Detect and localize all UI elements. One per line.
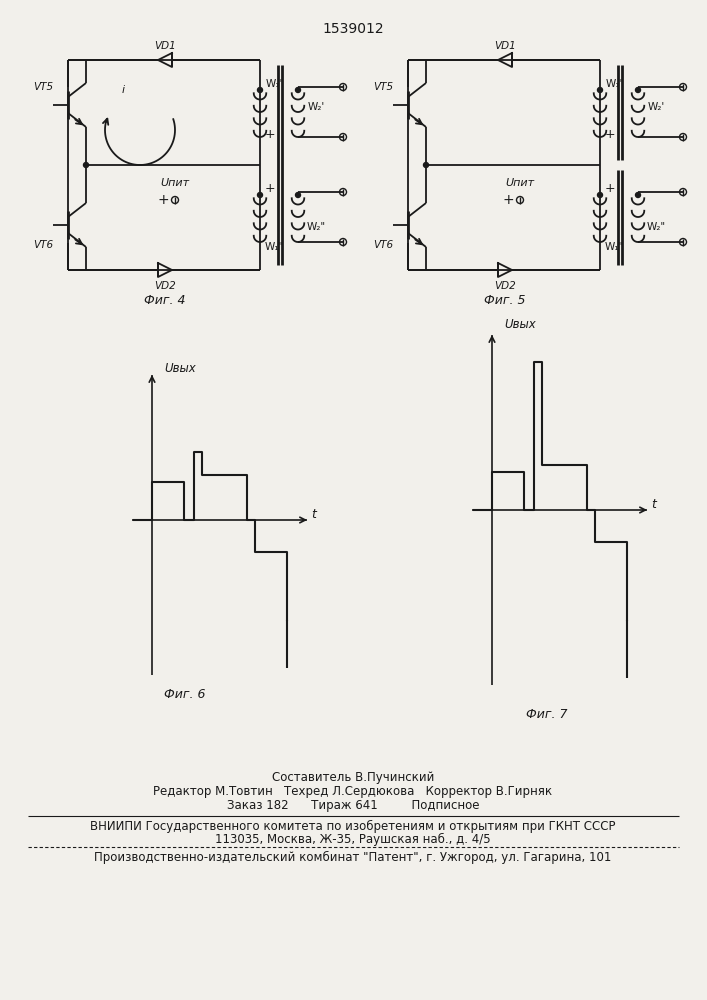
Text: W₁": W₁" bbox=[264, 242, 284, 252]
Text: VT6: VT6 bbox=[373, 240, 393, 250]
Text: Фиг. 4: Фиг. 4 bbox=[144, 294, 186, 306]
Text: W₁": W₁" bbox=[604, 242, 624, 252]
Circle shape bbox=[296, 192, 300, 198]
Text: +: + bbox=[604, 182, 615, 196]
Text: VT5: VT5 bbox=[33, 82, 53, 92]
Text: W₁': W₁' bbox=[605, 79, 623, 89]
Text: Uвых: Uвых bbox=[504, 318, 536, 332]
Text: ВНИИПИ Государственного комитета по изобретениям и открытиям при ГКНТ СССР: ВНИИПИ Государственного комитета по изоб… bbox=[90, 819, 616, 833]
Circle shape bbox=[597, 192, 602, 198]
Text: Составитель В.Пучинский: Составитель В.Пучинский bbox=[271, 772, 434, 784]
Circle shape bbox=[296, 88, 300, 93]
Text: Uпит: Uпит bbox=[160, 178, 189, 188]
Circle shape bbox=[636, 88, 641, 93]
Text: 1539012: 1539012 bbox=[322, 22, 384, 36]
Circle shape bbox=[423, 162, 428, 167]
Text: VD1: VD1 bbox=[494, 41, 516, 51]
Circle shape bbox=[257, 192, 262, 198]
Text: W₂": W₂" bbox=[306, 222, 325, 232]
Text: +: + bbox=[604, 127, 615, 140]
Text: W₂': W₂' bbox=[308, 102, 325, 112]
Text: VD2: VD2 bbox=[494, 281, 516, 291]
Text: VD2: VD2 bbox=[154, 281, 176, 291]
Text: i: i bbox=[122, 85, 124, 95]
Text: Редактор М.Товтин   Техред Л.Сердюкова   Корректор В.Гирняк: Редактор М.Товтин Техред Л.Сердюкова Кор… bbox=[153, 786, 553, 798]
Text: t: t bbox=[652, 498, 656, 512]
Text: Фиг. 7: Фиг. 7 bbox=[526, 708, 568, 722]
Text: +: + bbox=[502, 193, 514, 207]
Text: W₁': W₁' bbox=[265, 79, 283, 89]
Circle shape bbox=[636, 192, 641, 198]
Text: 113035, Москва, Ж-35, Раушская наб., д. 4/5: 113035, Москва, Ж-35, Раушская наб., д. … bbox=[215, 832, 491, 846]
Text: VT5: VT5 bbox=[373, 82, 393, 92]
Text: +: + bbox=[264, 127, 275, 140]
Text: +: + bbox=[157, 193, 169, 207]
Text: Uвых: Uвых bbox=[164, 361, 196, 374]
Text: t: t bbox=[312, 508, 317, 522]
Text: W₂': W₂' bbox=[648, 102, 665, 112]
Circle shape bbox=[597, 88, 602, 93]
Text: +: + bbox=[264, 182, 275, 196]
Text: VT6: VT6 bbox=[33, 240, 53, 250]
Text: Uпит: Uпит bbox=[506, 178, 534, 188]
Circle shape bbox=[83, 162, 88, 167]
Text: Производственно-издательский комбинат "Патент", г. Ужгород, ул. Гагарина, 101: Производственно-издательский комбинат "П… bbox=[94, 850, 612, 864]
Text: W₂": W₂" bbox=[646, 222, 665, 232]
Text: VD1: VD1 bbox=[154, 41, 176, 51]
Text: Заказ 182      Тираж 641         Подписное: Заказ 182 Тираж 641 Подписное bbox=[227, 800, 479, 812]
Circle shape bbox=[257, 88, 262, 93]
Text: Фиг. 6: Фиг. 6 bbox=[164, 688, 206, 702]
Text: Фиг. 5: Фиг. 5 bbox=[484, 294, 526, 306]
